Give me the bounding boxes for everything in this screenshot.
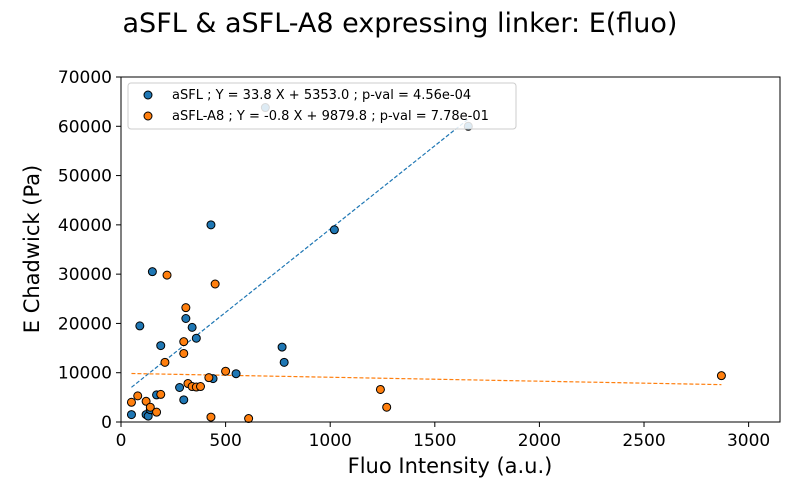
data-point-series-0 [175, 383, 185, 392]
data-point-series-1 [179, 337, 189, 347]
y-tick-label: 60000 [58, 117, 112, 137]
data-point-series-1 [244, 414, 254, 424]
y-tick-label: 40000 [58, 216, 112, 236]
chart-title: aSFL & aSFL-A8 expressing linker: E(fluo… [123, 8, 678, 39]
legend-marker-asfl-a8 [143, 111, 153, 121]
plot-frame [120, 76, 781, 423]
data-point-series-1 [160, 357, 170, 367]
y-tick-label: 10000 [58, 364, 112, 384]
data-point-series-1 [206, 412, 216, 422]
data-point-series-1 [162, 270, 172, 280]
data-point-series-1 [179, 348, 189, 358]
data-point-series-0 [135, 321, 145, 331]
x-tick-label: 1000 [309, 431, 352, 451]
data-point-series-0 [187, 322, 197, 332]
x-axis-ticks: 0 500 1000 1500 2000 2500 3000 [116, 422, 770, 451]
fit-line-1 [131, 372, 722, 386]
legend-label-asfl-a8: aSFL-A8 ; Y = -0.8 X + 9879.8 ; p-val = … [172, 109, 489, 124]
data-point-series-1 [221, 366, 231, 376]
data-point-series-1 [204, 373, 214, 383]
data-point-series-0 [191, 333, 201, 343]
data-point-series-0 [329, 225, 339, 235]
data-point-series-1 [375, 384, 385, 394]
y-tick-label: 0 [101, 413, 112, 433]
x-tick-label: 3000 [727, 431, 770, 451]
data-point-series-0 [181, 314, 191, 323]
x-tick-label: 500 [209, 431, 241, 451]
legend-label-asfl: aSFL ; Y = 33.8 X + 5353.0 ; p-val = 4.5… [172, 88, 471, 103]
plot-area [121, 77, 780, 422]
fit-lines [131, 118, 722, 388]
legend-marker-asfl [143, 90, 153, 100]
legend: aSFL ; Y = 33.8 X + 5353.0 ; p-val = 4.5… [127, 82, 517, 130]
data-point-series-0 [277, 342, 287, 352]
y-tick-label: 50000 [58, 167, 112, 187]
data-points [126, 103, 726, 424]
data-point-series-0 [279, 357, 289, 367]
data-point-series-0 [126, 410, 136, 420]
data-point-series-1 [210, 279, 220, 289]
x-tick-label: 2000 [518, 431, 561, 451]
data-point-series-1 [152, 407, 162, 417]
data-point-series-0 [156, 341, 166, 351]
x-axis-label: Fluo Intensity (a.u.) [348, 454, 553, 478]
data-point-series-0 [206, 220, 216, 230]
x-tick-label: 1500 [413, 431, 456, 451]
data-point-series-1 [156, 389, 166, 399]
data-point-series-1 [195, 382, 205, 392]
data-point-series-0 [179, 395, 189, 405]
y-tick-label: 70000 [58, 68, 112, 88]
y-axis-label: E Chadwick (Pa) [20, 165, 44, 333]
data-point-series-0 [231, 369, 241, 379]
data-point-series-1 [716, 371, 726, 381]
data-point-series-0 [147, 267, 157, 277]
data-point-series-1 [382, 402, 392, 412]
x-tick-label: 2500 [622, 431, 665, 451]
y-axis-ticks: 0 10000 20000 30000 40000 50000 60000 70000 [58, 68, 121, 433]
data-point-series-1 [181, 303, 191, 313]
data-point-series-1 [126, 397, 136, 407]
data-point-series-1 [145, 402, 155, 412]
y-tick-label: 30000 [58, 265, 112, 285]
data-point-series-1 [133, 391, 143, 401]
legend-box [127, 82, 517, 130]
y-tick-label: 20000 [58, 314, 112, 334]
x-tick-label: 0 [116, 431, 127, 451]
